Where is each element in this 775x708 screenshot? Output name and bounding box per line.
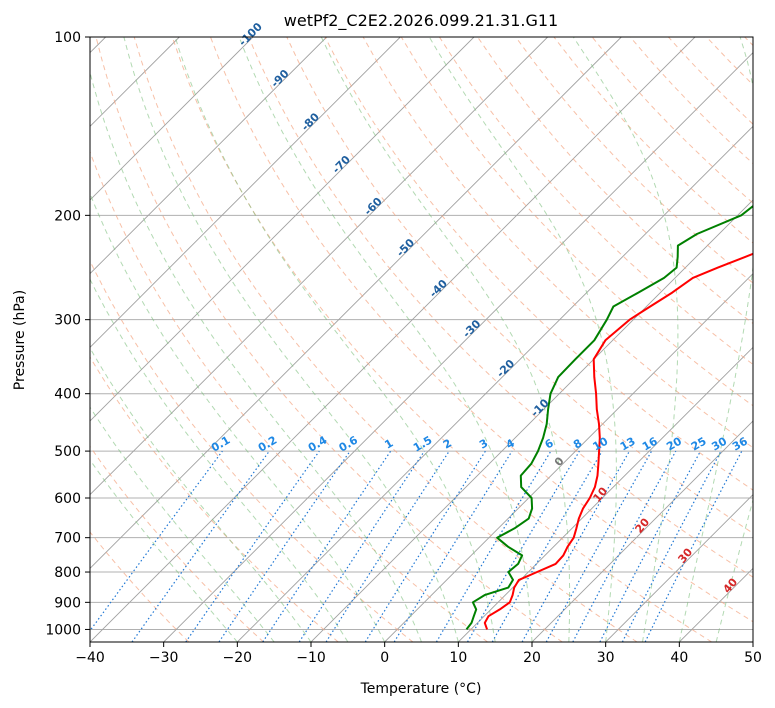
mixing-ratio-line <box>131 450 270 642</box>
isotherm-line <box>531 420 753 642</box>
mixing-ratio-line <box>393 450 513 642</box>
mixing-ratio-line <box>325 450 450 642</box>
y-tick-label: 1000 <box>45 622 81 638</box>
moist-adiabat-line <box>90 347 312 642</box>
y-tick-label: 500 <box>54 444 81 460</box>
moist-adiabat-line <box>90 278 349 642</box>
mixing-ratio-line <box>298 450 425 642</box>
dry-adiabat-line <box>286 37 753 534</box>
y-tick-label: 900 <box>54 595 81 611</box>
mixing-ratio-line <box>521 450 631 642</box>
y-tick-label: 800 <box>54 565 81 581</box>
x-tick-label: 50 <box>744 650 762 666</box>
mixing-ratio-line <box>262 450 392 642</box>
moist-adiabat-line <box>428 37 617 642</box>
y-axis-title: Pressure (hPa) <box>12 290 28 390</box>
dry-adiabat-line <box>171 37 712 642</box>
isotherm-line <box>163 52 753 642</box>
dry-adiabat-line <box>515 37 753 284</box>
x-tick-label: 40 <box>670 650 688 666</box>
chart-title: wetPf2_C2E2.2026.099.21.31.G11 <box>284 11 558 31</box>
x-tick-label: 10 <box>449 650 467 666</box>
background-lines <box>90 37 753 642</box>
isotherm-line <box>90 37 475 422</box>
mixing-ratio-line <box>572 450 677 642</box>
moist-adiabat-line <box>90 70 422 642</box>
isotherm-line <box>90 37 401 348</box>
sounding-series <box>465 204 753 631</box>
x-tick-label: 20 <box>523 650 541 666</box>
y-tick-label: 100 <box>54 30 81 46</box>
dry-adiabat-line <box>90 259 414 642</box>
moist-adiabat-line <box>320 37 571 642</box>
mixing-ratio-line <box>218 450 351 642</box>
mixing-ratio-line <box>644 450 743 642</box>
isotherm-line <box>384 273 753 642</box>
x-tick-label: −30 <box>149 650 179 666</box>
axes: −40 −30 −20 −10 0 10 20 30 40 50 100 200 300 400 500 60… <box>45 30 762 666</box>
moist-adiabat-line <box>572 37 679 642</box>
dry-adiabat-line <box>438 37 753 366</box>
mixing-ratio-line <box>545 450 653 642</box>
y-tick-label: 200 <box>54 208 81 224</box>
dry-adiabat-line <box>248 37 753 578</box>
x-axis-title: Temperature (°C) <box>360 681 482 697</box>
isotherm-line <box>90 37 622 569</box>
y-tick-label: 700 <box>54 531 81 547</box>
isotherm-line <box>90 37 254 201</box>
dewpoint-profile-line <box>465 204 753 631</box>
moist-adiabat-line <box>90 406 275 642</box>
temperature-profile-line <box>483 252 753 630</box>
moist-adiabat-line <box>90 459 238 642</box>
plot-frame <box>89 36 754 643</box>
y-tick-label: 600 <box>54 491 81 507</box>
dry-adiabat-line <box>90 150 488 642</box>
isotherm-line <box>605 494 753 642</box>
x-tick-label: −40 <box>75 650 105 666</box>
isotherm-line <box>90 37 548 496</box>
mixing-ratio-line <box>185 450 320 642</box>
moist-adiabat-line <box>123 37 459 642</box>
dry-adiabat-line <box>90 445 264 642</box>
x-tick-label: −10 <box>296 650 326 666</box>
moist-adiabat-line <box>174 37 496 642</box>
moist-adiabat-line <box>90 192 386 642</box>
y-tick-label: 400 <box>54 387 81 403</box>
dry-adiabat-line <box>90 531 190 642</box>
dry-adiabat-line <box>400 37 753 407</box>
x-tick-label: 30 <box>597 650 615 666</box>
dry-adiabat-line <box>95 37 563 642</box>
x-tick-label: −20 <box>223 650 253 666</box>
isotherm-line <box>90 37 327 275</box>
isotherm-line <box>237 125 753 642</box>
x-tick-label: 0 <box>380 650 389 666</box>
moist-adiabat-line <box>238 37 533 642</box>
dry-adiabat-line <box>210 37 753 623</box>
isotherm-line <box>458 346 753 642</box>
dry-adiabat-line <box>90 356 339 642</box>
mixing-ratio-line <box>90 450 223 632</box>
dry-adiabat-line <box>133 37 638 642</box>
y-tick-label: 300 <box>54 313 81 329</box>
